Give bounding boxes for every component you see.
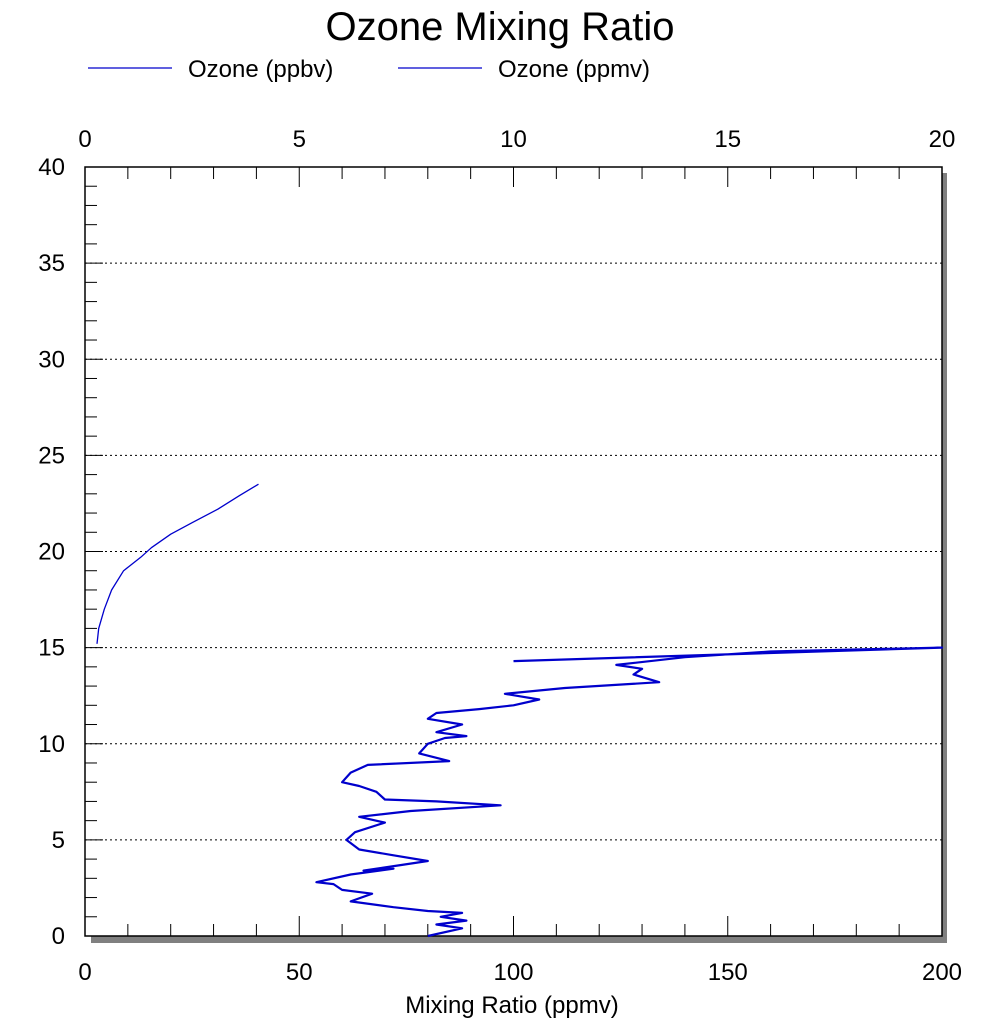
x-top-tick-label: 15 (714, 126, 741, 153)
x-top-tick-label: 0 (78, 126, 91, 153)
y-tick-label: 0 (52, 923, 65, 950)
legend: Ozone (ppbv) Ozone (ppmv) (88, 56, 650, 83)
x-bottom-tick-label: 200 (922, 959, 962, 986)
legend-label-ppbv: Ozone (ppbv) (188, 56, 333, 83)
x-top-tick-label: 5 (293, 126, 306, 153)
axis-ticks (84, 166, 943, 937)
series-line-ppbv (315, 646, 944, 938)
x-top-tick-label: 10 (500, 126, 527, 153)
series-line-ppmv (96, 483, 259, 644)
y-tick-label: 20 (38, 539, 65, 566)
x-bottom-tick-label: 0 (78, 959, 91, 986)
plot-area (84, 166, 943, 937)
x-bottom-tick-label: 150 (708, 959, 748, 986)
series-lines (96, 483, 944, 938)
y-tick-label: 10 (38, 731, 65, 758)
x-axis-label: Mixing Ratio (ppmv) (405, 992, 618, 1019)
y-tick-label: 5 (52, 827, 65, 854)
y-tick-label: 40 (38, 154, 65, 181)
x-top-tick-label: 20 (929, 126, 956, 153)
x-bottom-tick-label: 50 (286, 959, 313, 986)
x-bottom-tick-label: 100 (493, 959, 533, 986)
y-tick-label: 30 (38, 346, 65, 373)
y-tick-label: 35 (38, 250, 65, 277)
tick-labels: 0 5 10 15 20 25 30 35 40 0 50 100 150 200 0 5 10 15 20 (38, 126, 962, 986)
legend-label-ppmv: Ozone (ppmv) (498, 56, 650, 83)
chart-title: Ozone Mixing Ratio (325, 5, 674, 49)
y-tick-label: 15 (38, 635, 65, 662)
y-tick-label: 25 (38, 442, 65, 469)
